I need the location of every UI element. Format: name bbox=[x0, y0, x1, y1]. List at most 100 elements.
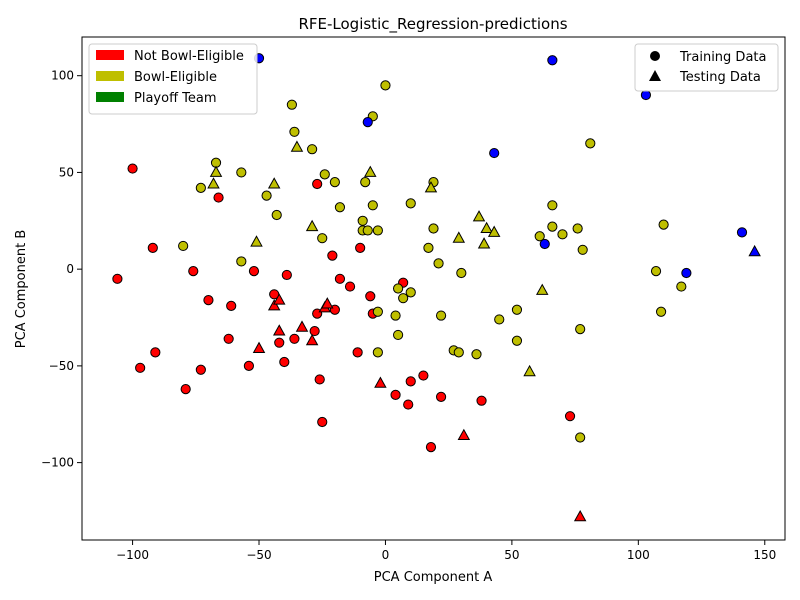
training-point-bowl bbox=[547, 221, 558, 232]
legend-swatch-bowl bbox=[96, 71, 124, 81]
training-point-not-bowl bbox=[188, 265, 199, 277]
training-point-bowl bbox=[650, 265, 662, 277]
x-tick-label: 50 bbox=[504, 548, 519, 562]
testing-point-not-bowl bbox=[374, 376, 387, 388]
training-point-bowl bbox=[236, 167, 247, 178]
training-point-bowl bbox=[471, 349, 482, 360]
training-point-bowl bbox=[433, 258, 444, 269]
training-point-blue bbox=[547, 55, 558, 66]
training-point-not-bowl bbox=[213, 192, 224, 203]
training-point-not-bowl bbox=[317, 416, 328, 428]
legend-label-testing: Testing Data bbox=[679, 70, 761, 85]
training-point-bowl bbox=[511, 335, 523, 346]
x-tick-label: −100 bbox=[116, 548, 149, 562]
y-axis-ticks: −100 −50 0 50 100 bbox=[41, 69, 82, 470]
plot-points bbox=[112, 53, 761, 522]
training-point-not-bowl bbox=[147, 242, 158, 253]
training-point-bowl bbox=[334, 202, 346, 213]
training-point-bowl bbox=[494, 314, 505, 325]
training-point-bowl bbox=[676, 281, 687, 292]
training-point-bowl bbox=[317, 233, 328, 244]
testing-point-bowl bbox=[209, 165, 223, 177]
testing-point-bowl bbox=[290, 140, 304, 152]
training-point-not-bowl bbox=[274, 337, 285, 348]
training-point-not-bowl bbox=[203, 295, 214, 306]
training-point-bowl bbox=[655, 306, 667, 317]
training-point-bowl bbox=[557, 229, 568, 240]
training-point-bowl bbox=[534, 231, 545, 242]
y-tick-label: 100 bbox=[51, 69, 74, 83]
training-point-not-bowl bbox=[281, 269, 292, 281]
training-point-bowl bbox=[423, 242, 434, 253]
training-point-bowl bbox=[307, 144, 318, 155]
marker-legend: Training Data Testing Data bbox=[634, 43, 779, 92]
y-tick-label: −100 bbox=[41, 456, 74, 470]
training-point-blue bbox=[362, 117, 373, 128]
training-point-not-bowl bbox=[127, 163, 138, 174]
training-point-bowl bbox=[453, 347, 464, 358]
training-point-bowl bbox=[392, 283, 404, 294]
training-point-bowl bbox=[428, 223, 439, 234]
class-legend-box bbox=[88, 43, 258, 115]
testing-point-bowl bbox=[267, 177, 281, 189]
training-point-blue bbox=[736, 227, 748, 238]
training-point-bowl bbox=[575, 324, 586, 335]
training-point-not-bowl bbox=[403, 399, 414, 410]
training-point-not-bowl bbox=[405, 376, 416, 387]
training-point-not-bowl bbox=[352, 347, 363, 358]
training-point-not-bowl bbox=[243, 360, 254, 371]
training-point-bowl bbox=[435, 310, 447, 321]
training-point-not-bowl bbox=[435, 391, 447, 402]
training-point-not-bowl bbox=[327, 250, 338, 261]
training-point-not-bowl bbox=[195, 364, 206, 375]
x-tick-label: −50 bbox=[246, 548, 271, 562]
training-point-bowl bbox=[236, 256, 247, 267]
training-point-bowl bbox=[319, 169, 330, 180]
training-point-not-bowl bbox=[425, 442, 437, 453]
testing-point-not-bowl bbox=[573, 509, 587, 522]
testing-point-bowl bbox=[452, 231, 466, 243]
training-point-not-bowl bbox=[180, 384, 191, 395]
testing-point-not-bowl bbox=[272, 293, 286, 305]
testing-point-not-bowl bbox=[321, 297, 334, 309]
y-axis-label: PCA Component B bbox=[14, 230, 29, 348]
training-point-bowl bbox=[362, 225, 373, 236]
training-point-bowl bbox=[357, 215, 368, 226]
testing-point-not-bowl bbox=[305, 333, 319, 346]
plot-frame bbox=[81, 36, 786, 541]
testing-point-not-bowl bbox=[457, 428, 471, 441]
training-point-bowl bbox=[271, 209, 282, 221]
training-point-not-bowl bbox=[476, 395, 487, 406]
training-point-bowl bbox=[360, 176, 371, 188]
training-point-not-bowl bbox=[344, 281, 356, 292]
training-point-bowl bbox=[390, 310, 401, 321]
y-tick-label: 0 bbox=[66, 262, 74, 276]
testing-point-bowl bbox=[250, 235, 263, 247]
training-point-bowl bbox=[658, 219, 669, 230]
y-tick-label: 50 bbox=[59, 165, 74, 179]
training-point-not-bowl bbox=[365, 291, 376, 302]
legend-label-training: Training Data bbox=[679, 50, 766, 65]
training-point-not-bowl bbox=[418, 370, 429, 381]
training-point-bowl bbox=[585, 138, 596, 149]
training-point-not-bowl bbox=[223, 333, 234, 344]
training-point-not-bowl bbox=[226, 300, 237, 312]
x-axis-ticks: −100 −50 0 50 100 150 bbox=[116, 540, 776, 562]
training-point-not-bowl bbox=[289, 333, 300, 344]
training-point-not-bowl bbox=[248, 265, 260, 277]
training-point-not-bowl bbox=[312, 178, 323, 190]
training-point-bowl bbox=[261, 190, 272, 201]
x-tick-label: 0 bbox=[382, 548, 390, 562]
legend-label-bowl: Bowl-Eligible bbox=[134, 70, 217, 85]
training-point-not-bowl bbox=[135, 362, 146, 373]
training-point-bowl bbox=[398, 293, 409, 304]
testing-point-not-bowl bbox=[295, 320, 309, 332]
training-point-not-bowl bbox=[314, 374, 325, 385]
testing-point-bowl bbox=[477, 237, 491, 249]
x-axis-label: PCA Component A bbox=[374, 570, 493, 585]
training-point-bowl bbox=[572, 223, 583, 234]
training-point-bowl bbox=[575, 432, 586, 443]
testing-point-blue bbox=[748, 244, 761, 257]
testing-point-bowl bbox=[364, 165, 377, 177]
